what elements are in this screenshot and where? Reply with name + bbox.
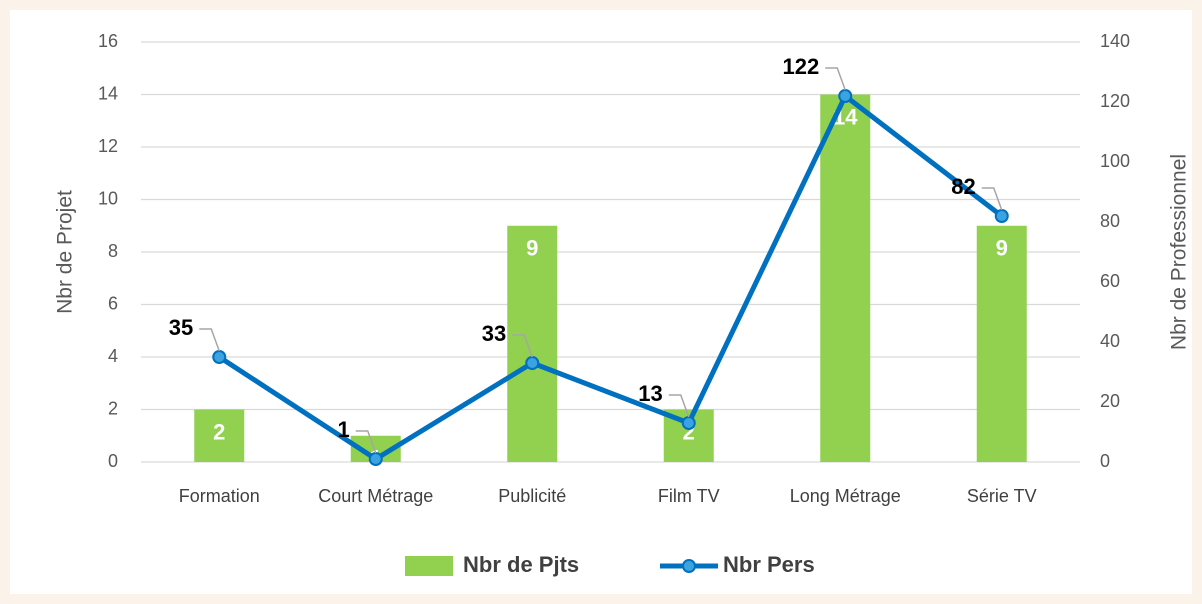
y-tick-label: 8 bbox=[108, 241, 118, 261]
x-tick-label: Série TV bbox=[967, 486, 1037, 506]
bar-label: 2 bbox=[213, 419, 225, 444]
line-label: 33 bbox=[482, 321, 506, 346]
x-tick-label: Film TV bbox=[658, 486, 720, 506]
leader-line bbox=[668, 394, 690, 418]
y-tick-label: 0 bbox=[108, 451, 118, 471]
y2-tick-label: 20 bbox=[1100, 391, 1120, 411]
leader-line bbox=[512, 334, 533, 358]
bar-label: 9 bbox=[996, 236, 1008, 261]
line bbox=[217, 93, 1004, 462]
line-label: 35 bbox=[169, 315, 193, 340]
y2-tick-label: 100 bbox=[1100, 151, 1130, 171]
y2-tick-label: 0 bbox=[1100, 451, 1110, 471]
y-tick-label: 12 bbox=[98, 136, 118, 156]
line-marker bbox=[212, 350, 227, 364]
line-label: 1 bbox=[338, 417, 350, 442]
y-tick-label: 10 bbox=[98, 188, 118, 208]
legend-marker bbox=[682, 559, 696, 573]
x-tick-label: Court Métrage bbox=[318, 486, 433, 506]
x-tick-label: Formation bbox=[179, 486, 260, 506]
line-marker bbox=[994, 209, 1009, 223]
x-tick-label: Publicité bbox=[498, 486, 566, 506]
y2-tick-label: 80 bbox=[1100, 211, 1120, 231]
bar bbox=[194, 409, 245, 462]
y-tick-label: 6 bbox=[108, 293, 118, 313]
leader-line bbox=[981, 187, 1003, 211]
leader-line bbox=[825, 67, 846, 91]
bar bbox=[976, 225, 1027, 462]
line-label: 122 bbox=[783, 54, 820, 79]
y-tick-label: 14 bbox=[98, 83, 118, 103]
legend-label: Nbr de Pjts bbox=[463, 552, 579, 577]
leader-line bbox=[199, 328, 220, 352]
bar bbox=[507, 225, 558, 462]
line-marker bbox=[368, 452, 383, 466]
line-marker bbox=[525, 356, 540, 370]
bar bbox=[820, 94, 871, 462]
leader-line bbox=[355, 430, 377, 454]
line-marker bbox=[681, 416, 696, 430]
line-label: 13 bbox=[638, 381, 662, 406]
y-tick-label: 4 bbox=[108, 346, 118, 366]
y-axis-title: Nbr de Projet bbox=[54, 190, 77, 314]
y-tick-label: 2 bbox=[108, 398, 118, 418]
y2-tick-label: 120 bbox=[1100, 91, 1130, 111]
y-tick-label: 16 bbox=[98, 31, 118, 51]
y2-tick-label: 40 bbox=[1100, 331, 1120, 351]
y2-axis-title: Nbr de Professionnel bbox=[1168, 154, 1191, 350]
bar-label: 9 bbox=[526, 236, 538, 261]
x-tick-label: Long Métrage bbox=[790, 486, 901, 506]
legend-swatch bbox=[405, 556, 453, 576]
y2-tick-label: 140 bbox=[1100, 31, 1130, 51]
line-marker bbox=[838, 89, 853, 103]
y2-tick-label: 60 bbox=[1100, 271, 1120, 291]
legend-label: Nbr Pers bbox=[723, 552, 815, 577]
line-label: 82 bbox=[951, 174, 975, 199]
